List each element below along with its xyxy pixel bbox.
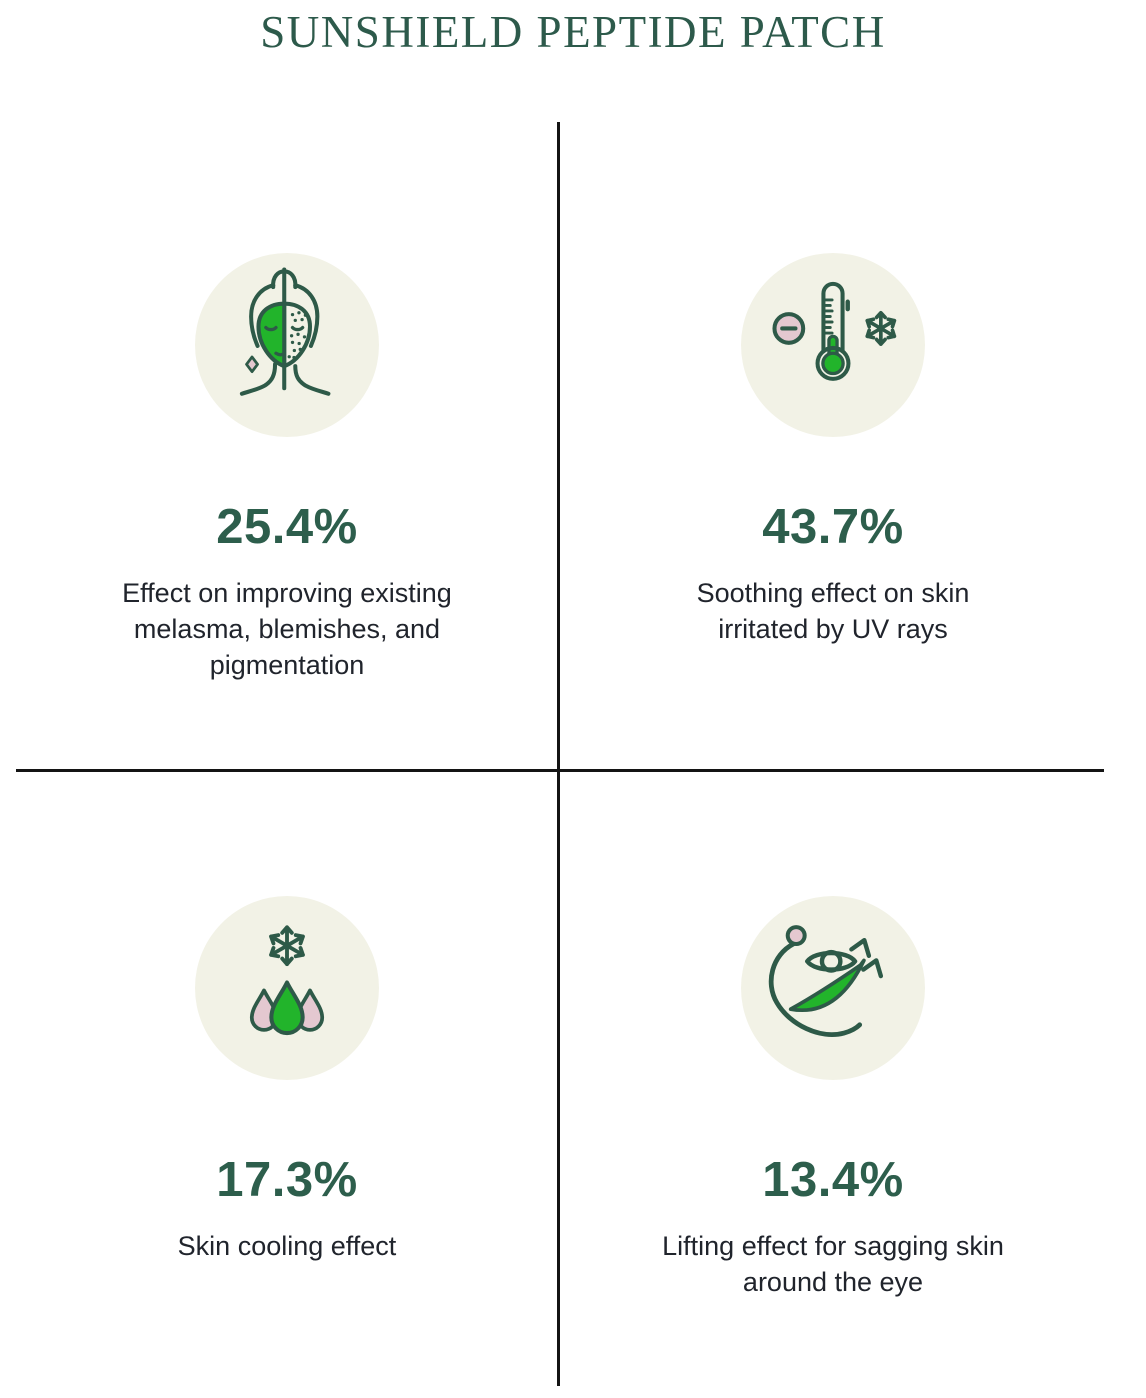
page-title: SUNSHIELD PEPTIDE PATCH — [260, 7, 886, 57]
stat-label: Effect on improving existing melasma, bl… — [122, 578, 452, 680]
stat-card-lifting: 13.4% Lifting effect for sagging skin ar… — [553, 772, 1113, 1300]
snowflake-icon — [269, 925, 305, 967]
sparkle-icon — [245, 355, 259, 374]
stat-value: 17.3% — [216, 1153, 358, 1207]
icon-circle — [741, 896, 925, 1080]
stat-value: 13.4% — [762, 1153, 904, 1207]
stat-card-soothing: 43.7% Soothing effect on skin irritated … — [553, 122, 1113, 647]
icon-circle — [195, 896, 379, 1080]
cooling-thermometer-icon — [772, 281, 897, 381]
icon-circle — [741, 253, 925, 437]
eye-icon — [805, 950, 858, 972]
stat-label: Skin cooling effect — [177, 1231, 397, 1261]
snowflake-icon — [865, 310, 897, 346]
vertical-divider — [557, 122, 560, 1386]
eye-lifting-arrow-icon — [768, 925, 884, 1037]
snowflake-drops-icon — [249, 925, 325, 1036]
lift-arrow-icon — [788, 958, 866, 1012]
stat-label: Soothing effect on skin irritated by UV … — [696, 578, 970, 644]
stat-value: 43.7% — [762, 500, 904, 554]
stat-card-melasma: 25.4% Effect on improving existing melas… — [7, 122, 567, 683]
horizontal-divider — [16, 769, 1104, 772]
water-drops-icon — [249, 980, 325, 1036]
stat-card-cooling: 17.3% Skin cooling effect — [7, 772, 567, 1264]
stat-value: 25.4% — [216, 500, 358, 554]
split-face-icon — [239, 267, 331, 396]
stat-label: Lifting effect for sagging skin around t… — [662, 1231, 1004, 1297]
icon-circle — [195, 253, 379, 437]
pin-dot-icon — [785, 925, 807, 947]
